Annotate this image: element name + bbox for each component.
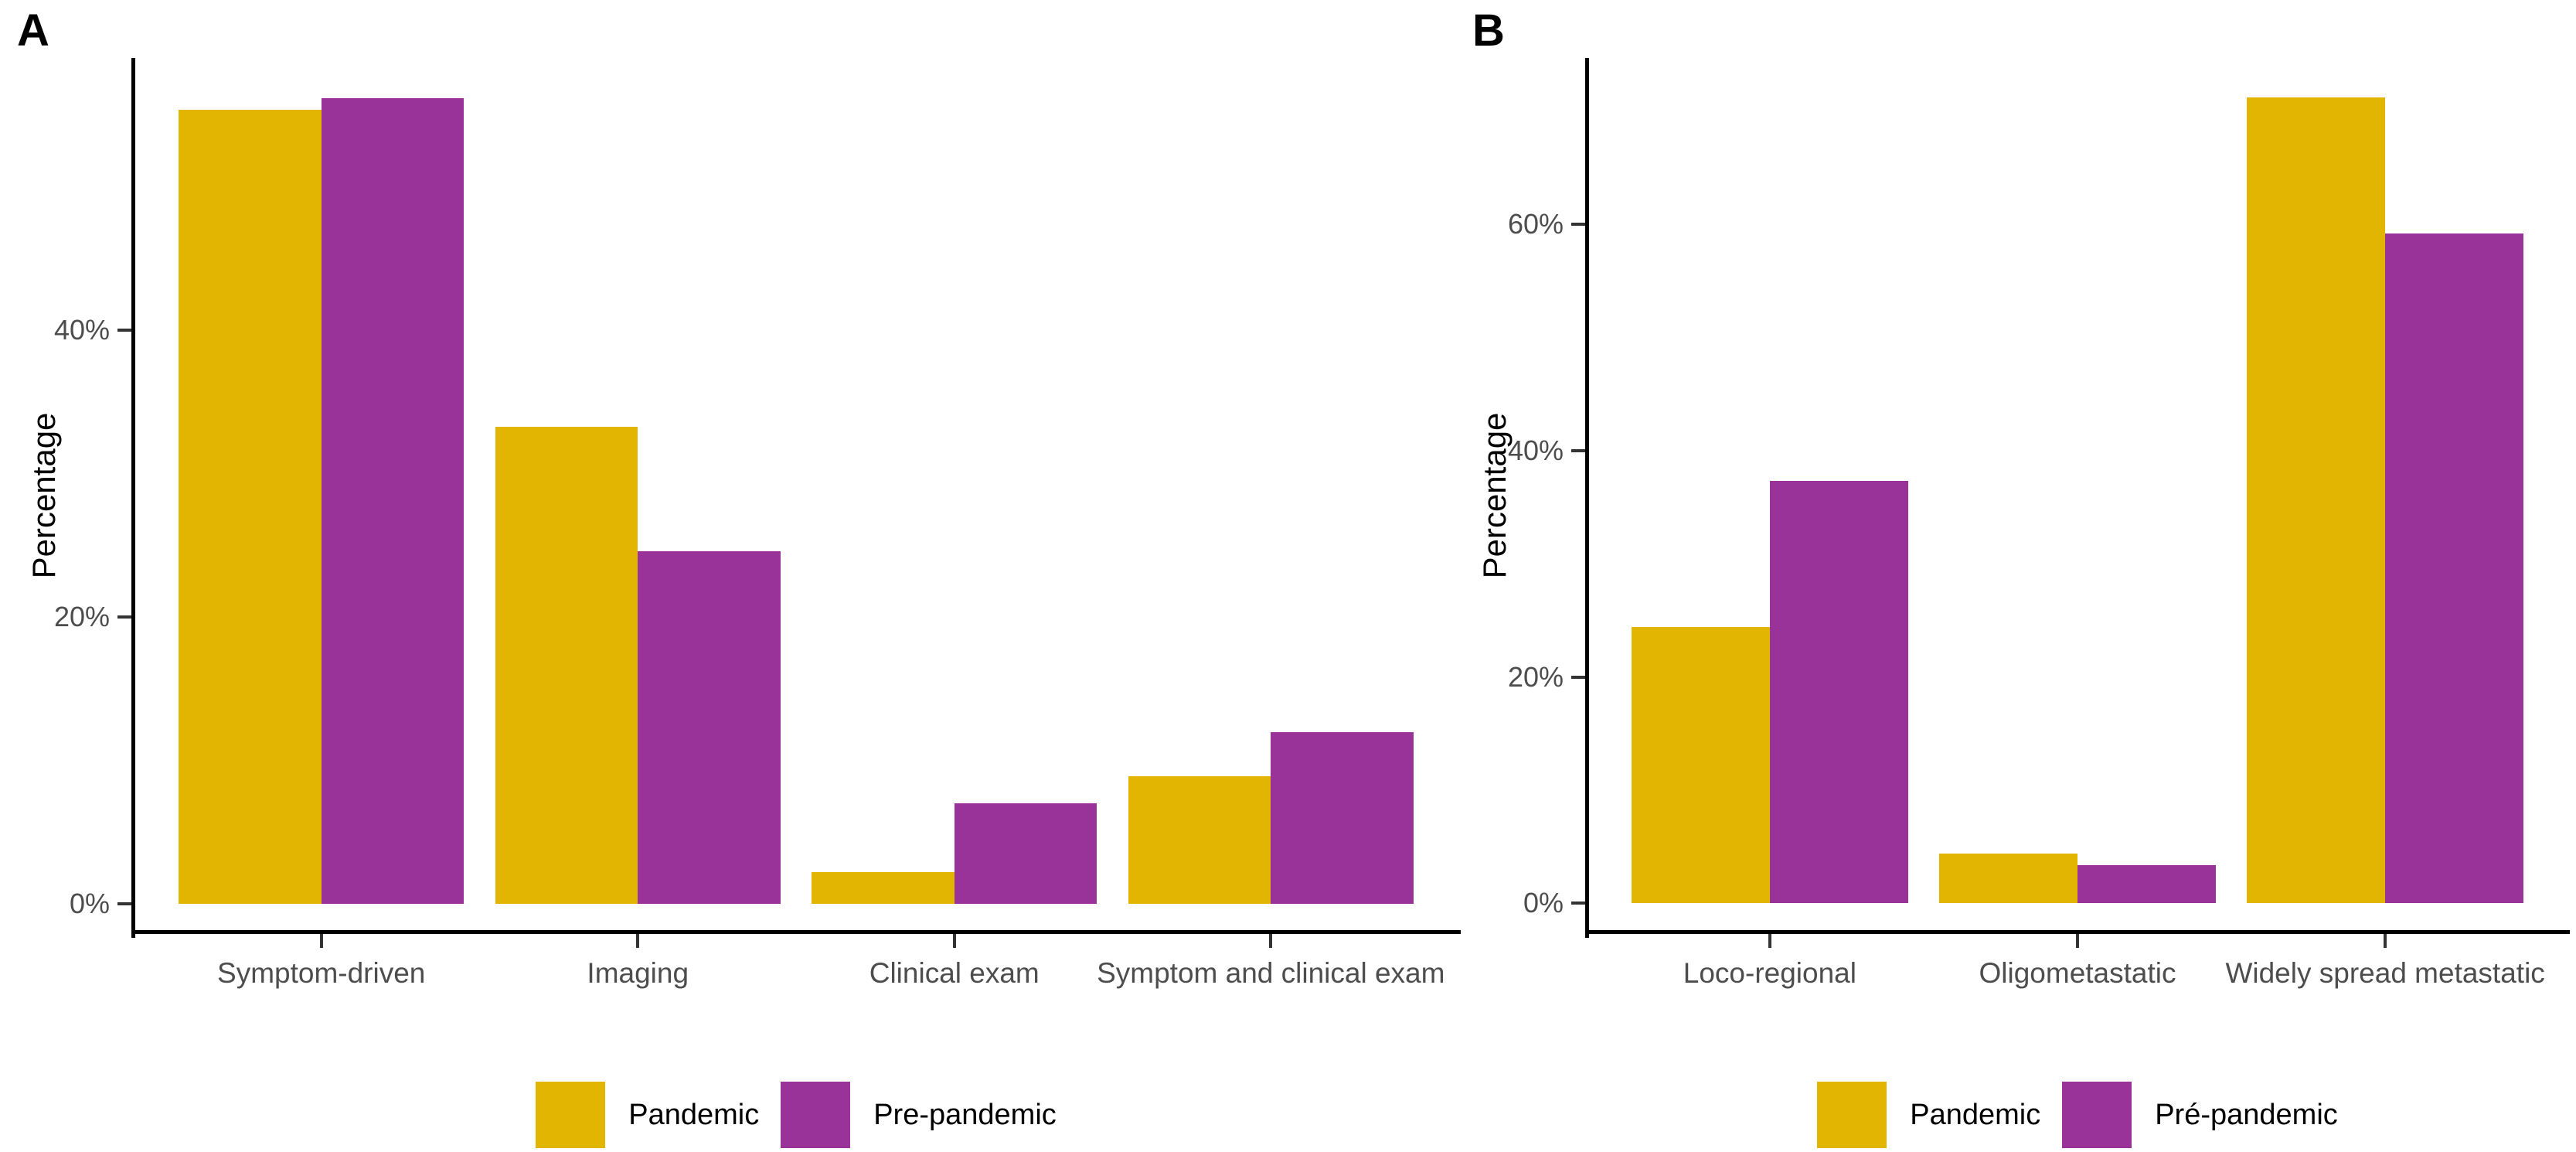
x-tick-mark-oligometastatic [2076, 934, 2079, 948]
panel-a-y-axis-line [131, 58, 135, 938]
y-tick-mark-40pct [1571, 448, 1585, 452]
legend-label-pandemic: Pandemic [1910, 1098, 2041, 1131]
y-tick-label: 20% [1507, 660, 1564, 693]
bar-pandemic-oligometastatic [1938, 854, 2077, 904]
bar-pandemic-imaging [495, 426, 638, 905]
category-label-loco-regional: Loco-regional [1683, 957, 1856, 989]
legend-item-pr-pandemic: Pré-pandemic [2062, 1082, 2338, 1148]
bar-pandemic-widely-spread-metastatic [2246, 97, 2386, 904]
x-tick-mark-symptom-and-clinical-exam [1269, 934, 1273, 948]
legend-item-pandemic: Pandemic [536, 1082, 759, 1148]
panel-a-letter: A [17, 5, 49, 56]
legend-swatch-pre-pandemic [781, 1082, 851, 1148]
y-tick-mark-0pct [117, 902, 131, 906]
category-label-oligometastatic: Oligometastatic [1979, 957, 2176, 989]
y-tick-label: 0% [69, 888, 110, 920]
x-tick-mark-loco-regional [1768, 934, 1771, 948]
panel-b: B Percentage 0% 20% 40% 60% Loco-regional Oli… [1454, 0, 2576, 1152]
y-tick-mark-20pct [1571, 675, 1585, 679]
legend-label-pandemic: Pandemic [628, 1098, 760, 1131]
category-label-symptom-and-clinical-exam: Symptom and clinical exam [1097, 957, 1445, 989]
category-label-clinical-exam: Clinical exam [869, 957, 1040, 989]
bar-pre-pandemic-clinical-exam [954, 803, 1097, 905]
category-label-widely-spread-metastatic: Widely spread metastatic [2225, 957, 2545, 989]
panel-a: A Percentage 0% 20% 40% Symptom-driven Imagi… [17, 5, 1461, 1150]
panel-a-y-axis-title: Percentage [26, 412, 62, 579]
bar-pandemic-clinical-exam [812, 872, 955, 905]
x-tick-mark-clinical-exam [952, 934, 956, 948]
y-tick-label: 0% [1523, 887, 1564, 919]
panel-b-plot-area: 0% 20% 40% 60% Loco-regional Oligometastatic W… [1508, 58, 2570, 989]
y-tick-label: 20% [53, 601, 110, 633]
panel-a-x-axis-line [131, 930, 1461, 934]
x-tick-mark-imaging [636, 934, 640, 948]
bar-pre-pandemic-symptom-driven [321, 97, 464, 905]
bar-pre-pandemic-symptom-and-clinical-exam [1271, 731, 1414, 905]
legend-label-pre-pandemic: Pre-pandemic [873, 1098, 1057, 1131]
y-tick-mark-40pct [117, 329, 131, 332]
bar-pre-pandemic-imaging [638, 550, 781, 905]
y-tick-mark-20pct [117, 615, 131, 619]
panel-b-legend: Pandemic Pré-pandemic [1585, 1079, 2570, 1150]
bar-pr-pandemic-oligometastatic [2077, 864, 2217, 904]
panel-b-x-axis-line [1585, 930, 2570, 934]
category-label-symptom-driven: Symptom-driven [217, 957, 426, 989]
legend-label-pr-pandemic: Pré-pandemic [2155, 1098, 2338, 1131]
bar-pr-pandemic-widely-spread-metastatic [2385, 233, 2524, 904]
bar-pandemic-symptom-driven [179, 109, 322, 905]
y-tick-label: 40% [1507, 434, 1564, 466]
panel-b-y-axis-line [1585, 58, 1589, 938]
x-tick-mark-widely-spread-metastatic [2384, 934, 2387, 948]
category-label-imaging: Imaging [587, 957, 689, 989]
y-tick-mark-0pct [1571, 901, 1585, 905]
bar-pr-pandemic-loco-regional [1769, 481, 1909, 904]
legend-item-pre-pandemic: Pre-pandemic [781, 1082, 1057, 1148]
x-tick-mark-symptom-driven [319, 934, 323, 948]
panel-b-letter: B [1472, 5, 1505, 56]
legend-swatch-pandemic [536, 1082, 606, 1148]
panel-a-legend: Pandemic Pre-pandemic [131, 1079, 1461, 1150]
legend-item-pandemic: Pandemic [1817, 1082, 2040, 1148]
bar-pandemic-loco-regional [1631, 627, 1770, 904]
bar-pandemic-symptom-and-clinical-exam [1128, 776, 1271, 905]
y-tick-label: 60% [1507, 208, 1564, 240]
y-tick-label: 40% [53, 314, 110, 346]
y-tick-mark-60pct [1571, 223, 1585, 227]
legend-swatch-pandemic [1817, 1082, 1887, 1148]
legend-swatch-pr-pandemic [2062, 1082, 2132, 1148]
panel-a-plot-area: 0% 20% 40% Symptom-driven Imaging Clinical ex… [54, 58, 1461, 989]
